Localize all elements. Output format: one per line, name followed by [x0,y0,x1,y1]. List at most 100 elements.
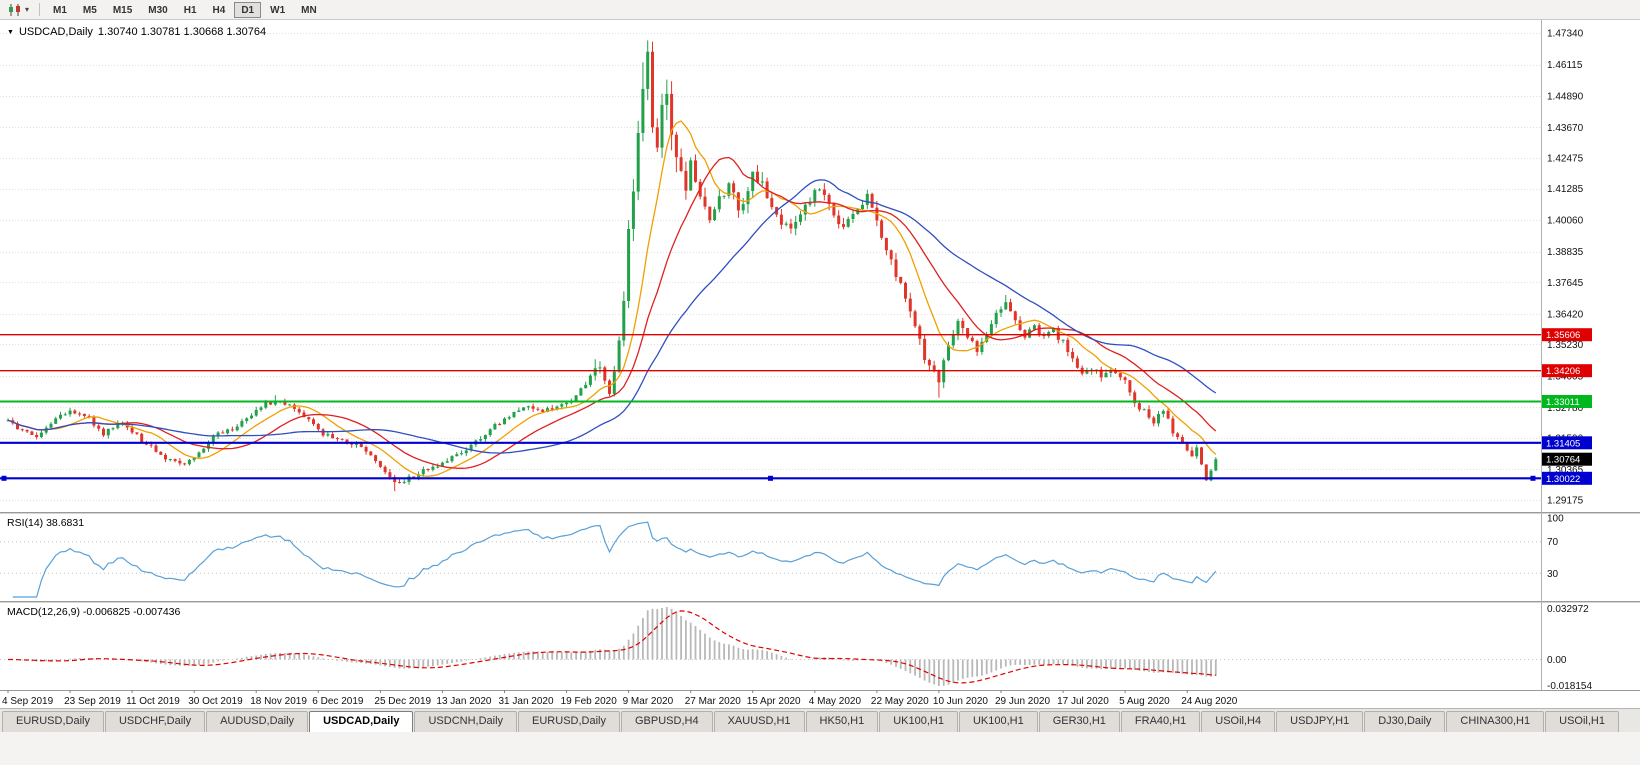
chart-tab-china300-h1[interactable]: CHINA300,H1 [1446,711,1545,732]
svg-text:70: 70 [1547,537,1559,548]
svg-text:29 Jun 2020: 29 Jun 2020 [995,696,1050,707]
chart-tab-uk100-h1[interactable]: UK100,H1 [958,711,1038,732]
svg-text:19 Feb 2020: 19 Feb 2020 [561,696,618,707]
svg-text:27 Mar 2020: 27 Mar 2020 [685,696,742,707]
chart-tab-audusd-daily[interactable]: AUDUSD,Daily [206,711,309,732]
chart-tab-usdchf-daily[interactable]: USDCHF,Daily [104,711,206,732]
chart-tab-bar: EURUSD,Daily USDCHF,Daily AUDUSD,Daily USDC… [0,708,1640,732]
horizontal-lines[interactable] [0,334,1541,481]
chart-canvas[interactable]: 1.47340 1.46115 1.44890 1.43670 1.42475 1.412… [0,20,1640,708]
timeframe-button-h4[interactable]: H4 [212,4,226,16]
chart-tab-dj30-daily[interactable]: DJ30,Daily [1364,711,1446,732]
svg-text:0.00: 0.00 [1547,655,1567,666]
chart-tab-eurusd-daily[interactable]: EURUSD,Daily [2,711,104,732]
chart-tab-usoil-h1[interactable]: USOil,H1 [1545,711,1619,732]
svg-text:17 Jul 2020: 17 Jul 2020 [1057,696,1109,707]
timeframe-buttons-group: M1 M5 M15 M30 H1 H4 D1 W1 MN [46,1,324,18]
timeframe-toolbar: ▾ M1 M5 M15 M30 H1 H4 D1 W1 MN [0,0,1640,20]
svg-text:1.34206: 1.34206 [1546,366,1580,377]
macd-plot [0,607,1541,686]
svg-text:1.36420: 1.36420 [1547,309,1584,320]
chart-tab-gbpusd-h4[interactable]: GBPUSD,H4 [621,711,713,732]
chart-type-button[interactable]: ▾ [4,2,33,18]
chart-tab-usdcnh-daily[interactable]: USDCNH,Daily [414,711,518,732]
svg-text:4 Sep 2019: 4 Sep 2019 [2,696,54,707]
chart-header: ▼ USDCAD,Daily 1.30740 1.30781 1.30668 1… [7,26,267,38]
rsi-plot [0,521,1541,598]
time-axis[interactable]: 4 Sep 2019 23 Sep 2019 11 Oct 2019 30 Oct 2… [2,690,1238,707]
svg-text:31 Jan 2020: 31 Jan 2020 [499,696,554,707]
price-grid [0,33,1541,501]
price-tags: 1.35606 1.34206 1.33011 1.31405 1.30022 1.307… [1542,328,1592,485]
chart-tab-uk100-h1[interactable]: UK100,H1 [879,711,958,732]
svg-text:1.32780: 1.32780 [1547,403,1584,414]
chart-tab-usoil-h4[interactable]: USOil,H4 [1201,711,1276,732]
svg-text:30 Oct 2019: 30 Oct 2019 [188,696,243,707]
chart-tab-fra40-h1[interactable]: FRA40,H1 [1120,711,1201,732]
panel-separators[interactable] [0,20,1640,691]
svg-text:-0.018154: -0.018154 [1547,681,1592,692]
svg-text:100: 100 [1547,514,1564,525]
svg-text:1.43670: 1.43670 [1547,123,1584,134]
svg-text:1.33011: 1.33011 [1546,397,1580,408]
macd-indicator-label: MACD(12,26,9) -0.006825 -0.007436 [7,606,181,618]
svg-text:6 Dec 2019: 6 Dec 2019 [312,696,364,707]
timeframe-button-d1[interactable]: D1 [234,1,262,18]
svg-text:9 Mar 2020: 9 Mar 2020 [623,696,674,707]
svg-text:1.44890: 1.44890 [1547,92,1584,103]
svg-text:1.37645: 1.37645 [1547,278,1584,289]
moving-averages [7,120,1217,477]
collapse-triangle-icon: ▼ [7,28,14,36]
chart-tab-eurusd-daily[interactable]: EURUSD,Daily [518,711,620,732]
svg-text:1.41285: 1.41285 [1547,184,1584,195]
svg-text:13 Jan 2020: 13 Jan 2020 [436,696,491,707]
svg-text:11 Oct 2019: 11 Oct 2019 [126,696,180,707]
svg-text:1.47340: 1.47340 [1547,29,1584,40]
svg-text:1.30022: 1.30022 [1546,474,1580,485]
svg-text:15 Apr 2020: 15 Apr 2020 [747,696,801,707]
chart-tab-ger30-h1[interactable]: GER30,H1 [1038,711,1120,732]
svg-text:1.35606: 1.35606 [1546,330,1580,341]
svg-text:10 Jun 2020: 10 Jun 2020 [933,696,988,707]
svg-text:25 Dec 2019: 25 Dec 2019 [374,696,431,707]
timeframe-button-mn[interactable]: MN [301,4,317,16]
chart-region[interactable]: 1.47340 1.46115 1.44890 1.43670 1.42475 1.412… [0,20,1640,708]
svg-text:22 May 2020: 22 May 2020 [871,696,929,707]
chart-tab-usdjpy-h1[interactable]: USDJPY,H1 [1276,711,1364,732]
timeframe-button-w1[interactable]: W1 [270,4,286,16]
svg-text:1.35230: 1.35230 [1547,340,1584,351]
svg-text:1.30764: 1.30764 [1546,455,1580,466]
status-bar [0,732,1640,765]
svg-text:1.29175: 1.29175 [1547,496,1584,507]
price-axis[interactable]: 1.47340 1.46115 1.44890 1.43670 1.42475 1.412… [1547,29,1592,693]
timeframe-button-h1[interactable]: H1 [183,4,197,16]
svg-text:1.42475: 1.42475 [1547,154,1584,165]
svg-text:24 Aug 2020: 24 Aug 2020 [1181,696,1238,707]
svg-text:1.31405: 1.31405 [1546,438,1580,449]
timeframe-button-m15[interactable]: M15 [112,4,133,16]
svg-text:23 Sep 2019: 23 Sep 2019 [64,696,121,707]
svg-text:30: 30 [1547,569,1559,580]
svg-text:4 May 2020: 4 May 2020 [809,696,862,707]
svg-text:1.40060: 1.40060 [1547,216,1584,227]
candlestick-chart-icon [9,3,20,16]
svg-text:5 Aug 2020: 5 Aug 2020 [1119,696,1170,707]
timeframe-button-m5[interactable]: M5 [82,4,97,16]
svg-text:1.38835: 1.38835 [1547,247,1584,258]
rsi-indicator-label: RSI(14) 38.6831 [7,517,85,529]
chart-ohlc-label: 1.30740 1.30781 1.30668 1.30764 [97,26,267,38]
chart-tab-usdcad-daily[interactable]: USDCAD,Daily [309,711,414,732]
chart-tab-xauusd-h1[interactable]: XAUUSD,H1 [713,711,805,732]
chevron-down-icon: ▾ [25,4,30,14]
chart-background [0,20,1640,708]
chart-tab-hk50-h1[interactable]: HK50,H1 [805,711,879,732]
svg-text:1.46115: 1.46115 [1547,60,1583,71]
toolbar-separator [39,3,41,16]
chart-symbol-label: USDCAD,Daily [18,26,93,38]
timeframe-button-m1[interactable]: M1 [53,4,67,16]
svg-text:0.032972: 0.032972 [1547,604,1589,615]
svg-text:18 Nov 2019: 18 Nov 2019 [250,696,307,707]
timeframe-button-m30[interactable]: M30 [148,4,168,16]
svg-text:1.30365: 1.30365 [1547,465,1584,476]
